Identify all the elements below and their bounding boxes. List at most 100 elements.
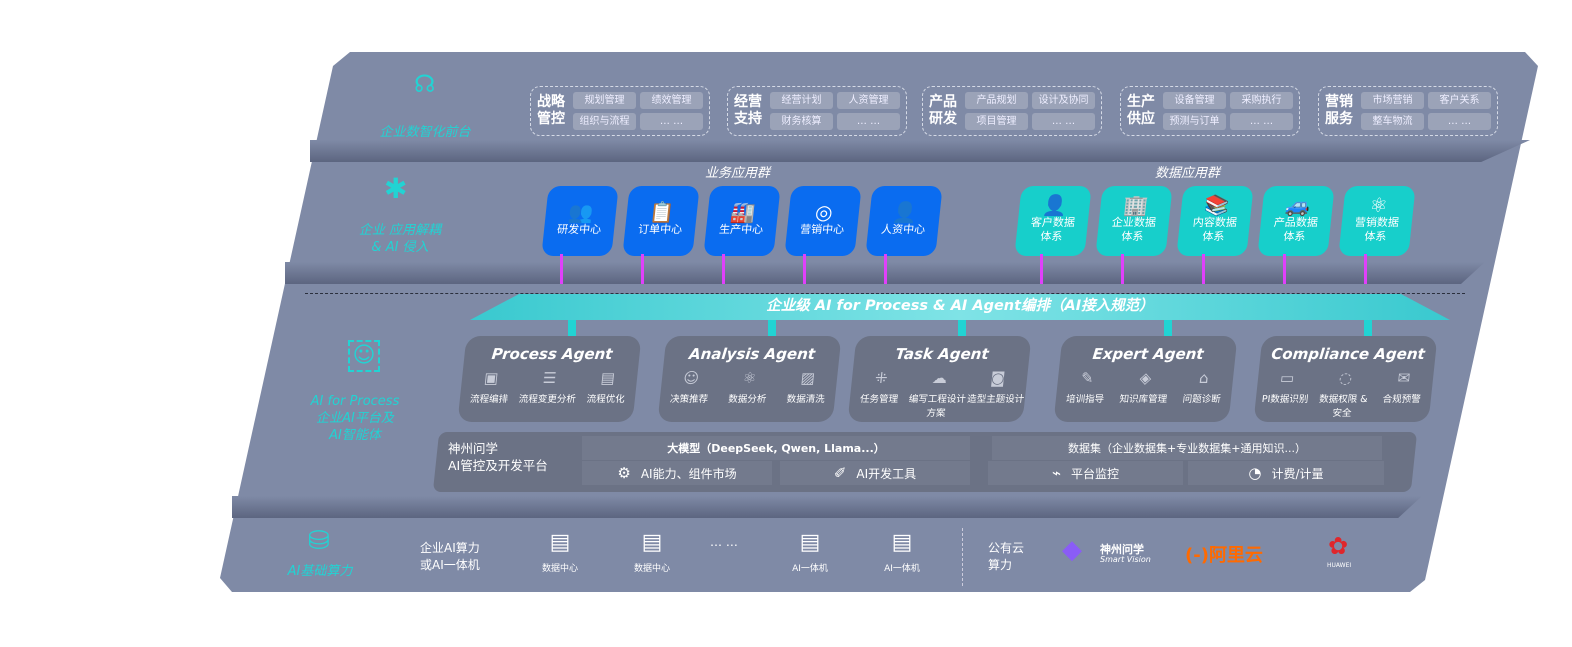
platform-cell[interactable]: ✐ AI开发工具: [780, 461, 970, 485]
agent-item-icon: ▣: [483, 369, 500, 387]
server-item: ▤ AI一体机: [780, 530, 840, 574]
platform-cell-icon: ⚙: [617, 464, 631, 482]
agent-item: ◈ 知识库管理: [1114, 369, 1176, 405]
module-group: 营销 服务 市场营销 客户关系 整车物流… …: [1318, 86, 1498, 136]
module-chip[interactable]: 经营计划: [770, 92, 833, 109]
group-title: 营销 服务: [1325, 94, 1355, 128]
business-app-tile[interactable]: 🏭 生产中心: [703, 186, 781, 256]
agent-item-icon: ▤: [599, 369, 616, 387]
module-chip[interactable]: … …: [640, 113, 703, 130]
agent-item-label: 流程优化: [586, 394, 626, 405]
data-app-tile[interactable]: 🏢 企业数据 体系: [1095, 186, 1173, 256]
agent-card[interactable]: Task Agent ⁜ 任务管理 ☁ 编写工程设计方案 ◙ 造型主题设计: [847, 336, 1032, 422]
agent-item: ✉ 合规预警: [1371, 369, 1434, 419]
platform-cell[interactable]: ⌁ 平台监控: [988, 461, 1183, 485]
module-group: 战略 管控 规划管理 绩效管理 组织与流程… …: [530, 86, 710, 136]
agent-item-label: PI数据识别: [1261, 394, 1309, 405]
module-chip[interactable]: … …: [1428, 113, 1491, 130]
group-title: 经营 支持: [734, 94, 764, 128]
agent-card[interactable]: Compliance Agent ▭ PI数据识别 ◌ 数据权限 & 安全 ✉ 合规预警: [1253, 336, 1438, 422]
module-chip[interactable]: 整车物流: [1361, 113, 1424, 130]
platform-cell[interactable]: ◔ 计费/计量: [1188, 461, 1384, 485]
module-chip[interactable]: 产品规划: [965, 92, 1028, 109]
app-icon: 👤: [1040, 193, 1069, 217]
group-title: 战略 管控: [537, 94, 567, 128]
group-title: 产品 研发: [929, 94, 959, 128]
app-label: 人资中心: [880, 223, 926, 236]
data-app-tile[interactable]: ⚛ 营销数据 体系: [1338, 186, 1416, 256]
agent-item-icon: ◈: [1138, 369, 1153, 387]
ai-face-icon: ☺: [348, 340, 380, 372]
module-chip[interactable]: 人资管理: [837, 92, 900, 109]
agent-item-icon: ✉: [1396, 369, 1412, 387]
module-chip[interactable]: 预测与订单: [1163, 113, 1226, 130]
group-title-line: 支持: [734, 111, 762, 127]
smart-vision-sub: Smart Vision: [1100, 555, 1151, 564]
agent-items: ☺ 决策推荐 ⚛ 数据分析 ▨ 数据清洗: [659, 369, 838, 405]
agent-title: Process Agent: [490, 345, 614, 363]
app-icon: 🚙: [1283, 193, 1312, 217]
app-icon: ⚛: [1368, 193, 1389, 217]
agent-item-label: 造型主题设计: [966, 394, 1025, 405]
layer-label-front: 企业数智化前台: [379, 125, 471, 140]
layer-divider: [232, 496, 1422, 518]
business-app-tile[interactable]: 👥 研发中心: [541, 186, 619, 256]
module-chip[interactable]: 市场营销: [1361, 92, 1424, 109]
module-chip[interactable]: … …: [1032, 113, 1095, 130]
agent-card[interactable]: Analysis Agent ☺ 决策推荐 ⚛ 数据分析 ▨ 数据清洗: [657, 336, 842, 422]
module-chip[interactable]: 采购执行: [1230, 92, 1293, 109]
agent-item: ▨ 数据清洗: [776, 369, 838, 405]
agent-item: ☰ 流程变更分析: [518, 369, 580, 405]
agent-item-icon: ⁜: [874, 369, 889, 387]
platform-cell[interactable]: ⚙ AI能力、组件市场: [582, 461, 772, 485]
database-icon: ⛁: [308, 526, 330, 556]
app-icon: 🏢: [1121, 193, 1150, 217]
infra-ellipsis: … …: [710, 535, 738, 549]
connector-arrow: [884, 254, 887, 284]
agent-item: ✎ 培训指导: [1056, 369, 1118, 405]
smart-vision-logo-icon: ◆: [1062, 535, 1082, 565]
agent-card[interactable]: Process Agent ▣ 流程编排 ☰ 流程变更分析 ▤ 流程优化: [457, 336, 642, 422]
module-chip[interactable]: 设备管理: [1163, 92, 1226, 109]
agent-item-label: 数据权限 & 安全: [1318, 394, 1369, 419]
chip-grid: 市场营销 客户关系 整车物流… …: [1361, 92, 1491, 130]
agent-item-label: 合规预警: [1382, 394, 1422, 405]
group-title-line: 研发: [929, 111, 957, 127]
business-app-tile[interactable]: 👤 人资中心: [865, 186, 943, 256]
layer-divider: [310, 140, 1530, 162]
server-icon: ▤: [549, 530, 571, 555]
module-chip[interactable]: 财务核算: [770, 113, 833, 130]
module-chip[interactable]: 绩效管理: [640, 92, 703, 109]
module-chip[interactable]: … …: [1230, 113, 1293, 130]
public-cloud-label: 公有云 算力: [988, 541, 1025, 572]
brain-icon: ☊: [414, 70, 436, 98]
module-chip[interactable]: 设计及协同: [1032, 92, 1095, 109]
dataset-row: 数据集（企业数据集+专业数据集+通用知识...）: [992, 436, 1382, 460]
module-chip[interactable]: 组织与流程: [573, 113, 636, 130]
data-app-tile[interactable]: 👤 客户数据 体系: [1014, 186, 1092, 256]
business-app-tile[interactable]: ◎ 营销中心: [784, 186, 862, 256]
group-title-line: 产品: [929, 94, 957, 110]
data-app-tile[interactable]: 📚 内容数据 体系: [1176, 186, 1254, 256]
module-chip[interactable]: 项目管理: [965, 113, 1028, 130]
agent-item-label: 数据分析: [727, 394, 767, 405]
agent-card[interactable]: Expert Agent ✎ 培训指导 ◈ 知识库管理 ⌂ 问题诊断: [1053, 336, 1238, 422]
server-label: AI一体机: [884, 564, 920, 574]
data-app-tile[interactable]: 🚙 产品数据 体系: [1257, 186, 1335, 256]
agent-item: ⁜ 任务管理: [848, 369, 911, 419]
agent-title: Expert Agent: [1091, 345, 1205, 363]
app-icon: 🏭: [729, 200, 757, 224]
agent-item: ◙ 造型主题设计: [965, 369, 1028, 419]
agent-items: ▣ 流程编排 ☰ 流程变更分析 ▤ 流程优化: [459, 369, 638, 405]
platform-cell-label: AI开发工具: [856, 466, 917, 481]
module-chip[interactable]: … …: [837, 113, 900, 130]
aliyun-logo: (-)阿里云: [1185, 545, 1263, 566]
connector-arrow: [1040, 254, 1043, 284]
app-label: 企业数据 体系: [1111, 216, 1157, 243]
double-arrow: [958, 320, 966, 338]
module-chip[interactable]: 客户关系: [1428, 92, 1491, 109]
server-icon: ▤: [799, 530, 821, 555]
app-label: 研发中心: [556, 223, 602, 236]
module-chip[interactable]: 规划管理: [573, 92, 636, 109]
business-app-tile[interactable]: 📋 订单中心: [622, 186, 700, 256]
